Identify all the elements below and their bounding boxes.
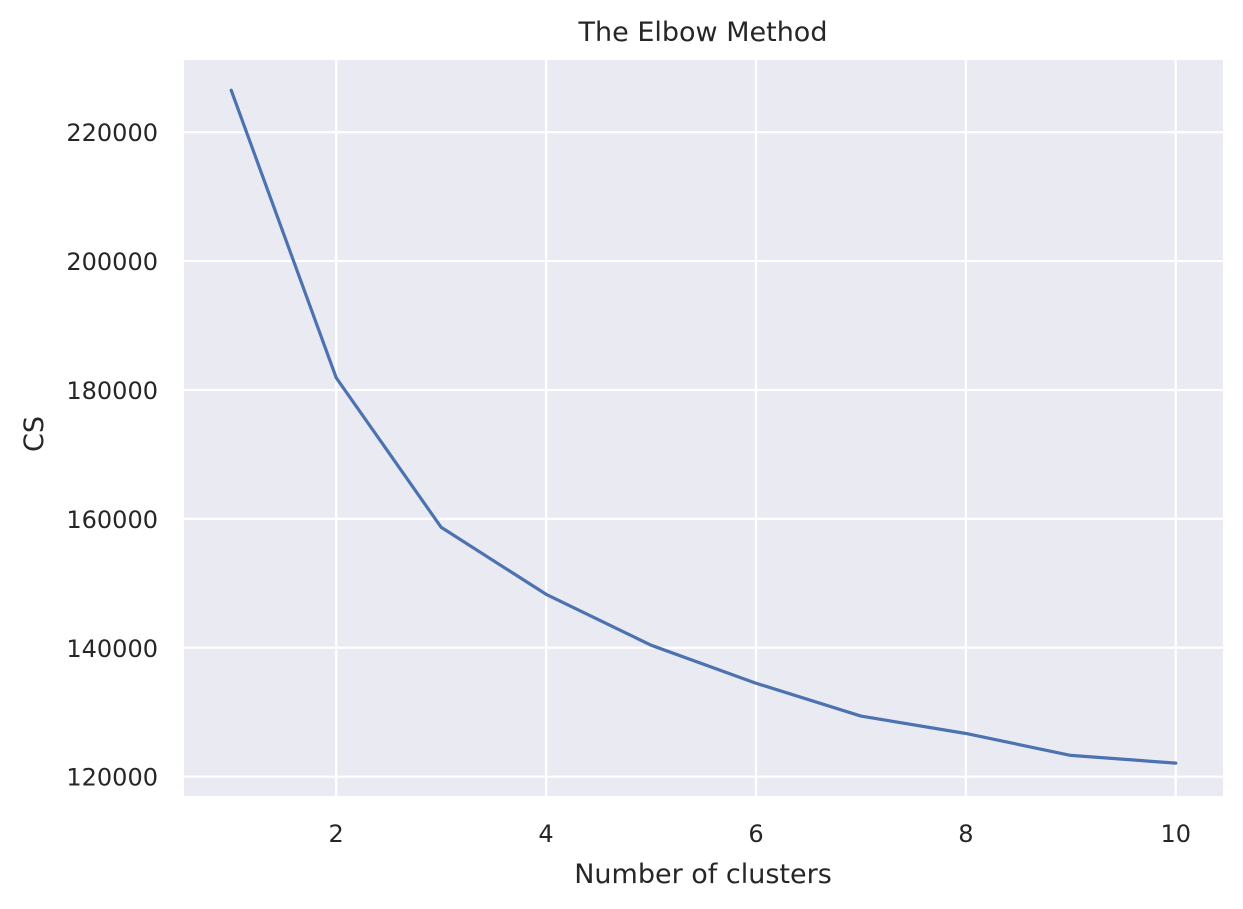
y-axis-label: CS bbox=[19, 416, 50, 452]
grid-lines bbox=[184, 60, 1223, 796]
chart-title: The Elbow Method bbox=[578, 17, 828, 48]
y-tick-label: 140000 bbox=[66, 635, 158, 663]
y-axis-ticks: 120000 140000 160000 180000 200000 220000 bbox=[66, 119, 158, 791]
x-axis-label: Number of clusters bbox=[574, 859, 832, 890]
x-tick-label: 8 bbox=[958, 820, 973, 848]
x-tick-label: 6 bbox=[748, 820, 763, 848]
x-axis-ticks: 2 4 6 8 10 bbox=[329, 820, 1192, 848]
y-tick-label: 220000 bbox=[66, 119, 158, 147]
y-tick-label: 200000 bbox=[66, 248, 158, 276]
x-tick-label: 2 bbox=[329, 820, 344, 848]
plot-area bbox=[184, 60, 1223, 796]
x-tick-label: 10 bbox=[1160, 820, 1191, 848]
y-tick-label: 160000 bbox=[66, 506, 158, 534]
series-layer bbox=[229, 88, 1178, 765]
series-line bbox=[229, 88, 1178, 765]
y-tick-label: 120000 bbox=[66, 764, 158, 792]
y-tick-label: 180000 bbox=[66, 377, 158, 405]
x-tick-label: 4 bbox=[538, 820, 553, 848]
